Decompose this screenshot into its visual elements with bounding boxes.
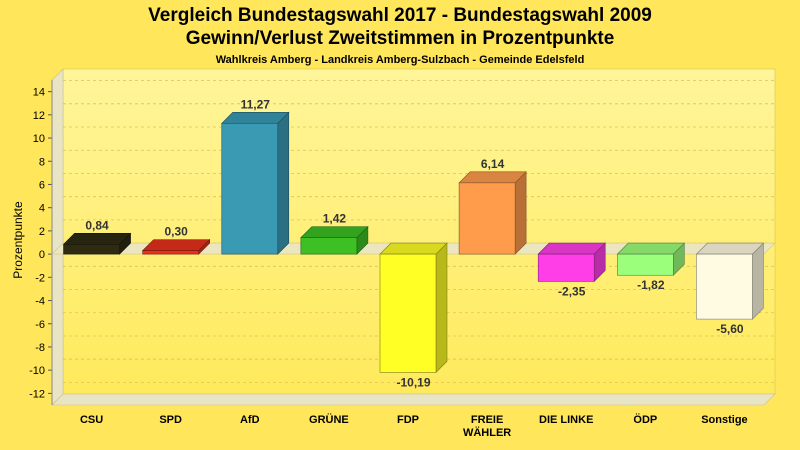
bar-front bbox=[458, 182, 516, 255]
bar-front bbox=[221, 122, 279, 255]
bar-sonstige bbox=[695, 242, 765, 320]
y-tick-label: -6 bbox=[35, 319, 45, 331]
y-tick-label: 6 bbox=[39, 179, 45, 191]
bar-top bbox=[537, 242, 606, 255]
y-tick-label: 8 bbox=[39, 156, 45, 168]
y-tick-label: 0 bbox=[39, 249, 45, 261]
bar-side bbox=[514, 171, 527, 255]
bar-front bbox=[696, 253, 753, 320]
data-label: 0,84 bbox=[85, 218, 109, 232]
chart-subtitle: Wahlkreis Amberg - Landkreis Amberg-Sulz… bbox=[215, 54, 585, 66]
bar-freie-wähler bbox=[458, 171, 527, 255]
data-label: -5,60 bbox=[716, 322, 744, 336]
data-label: -1,82 bbox=[637, 278, 665, 292]
y-tick-label: 4 bbox=[39, 203, 45, 215]
y-tick-label: 14 bbox=[33, 87, 45, 99]
bar-top bbox=[141, 239, 211, 251]
chart-title: Vergleich Bundestagswahl 2017 - Bundesta… bbox=[148, 5, 652, 26]
y-tick-label: 12 bbox=[33, 110, 45, 122]
bar-die-linke bbox=[537, 242, 606, 283]
bar-side bbox=[435, 242, 448, 374]
bar-front bbox=[63, 244, 120, 255]
bar-top bbox=[616, 242, 686, 255]
bar-front bbox=[300, 237, 358, 255]
data-label: -10,19 bbox=[396, 375, 430, 389]
x-tick-label: AfD bbox=[240, 414, 260, 426]
plot-side-wall bbox=[51, 68, 64, 406]
bar-side bbox=[752, 242, 764, 320]
bar-front bbox=[142, 250, 199, 255]
x-tick-label: GRÜNE bbox=[309, 413, 349, 426]
bar-front bbox=[617, 253, 674, 276]
y-tick-label: -8 bbox=[35, 342, 45, 354]
y-tick-label: 2 bbox=[39, 226, 45, 238]
bar-top bbox=[300, 226, 369, 238]
bar-front bbox=[537, 253, 595, 282]
x-tick-label: SPD bbox=[159, 414, 182, 426]
y-tick-label: 10 bbox=[33, 133, 45, 145]
x-tick-label: DIE LINKE bbox=[539, 414, 593, 426]
bar-grüne bbox=[300, 225, 369, 255]
y-tick-label: -12 bbox=[29, 388, 45, 400]
x-tick-label: FREIE WÄHLER bbox=[463, 414, 511, 439]
chart-title-line-2: Gewinn/Verlust Zweitstimmen in Prozentpu… bbox=[185, 28, 615, 49]
y-tick-label: -4 bbox=[35, 296, 45, 308]
data-label: 6,14 bbox=[481, 157, 505, 171]
data-label: -2,35 bbox=[558, 284, 586, 298]
x-tick-label: ÖDP bbox=[633, 413, 657, 426]
bar-front bbox=[379, 253, 437, 373]
bar-top bbox=[458, 171, 527, 184]
bar-top bbox=[379, 242, 448, 255]
data-label: 0,30 bbox=[164, 225, 188, 239]
bar-spd bbox=[141, 238, 211, 255]
bar-afd bbox=[221, 111, 290, 255]
data-label: 11,27 bbox=[241, 97, 271, 111]
y-tick-label: -2 bbox=[35, 272, 45, 284]
bar-top bbox=[695, 242, 765, 255]
bar-ödp bbox=[616, 242, 686, 276]
data-label: 1,42 bbox=[323, 212, 347, 226]
plot-floor bbox=[51, 393, 776, 406]
bar-fdp bbox=[379, 242, 448, 374]
x-tick-label: CSU bbox=[80, 414, 103, 426]
y-tick-label: -10 bbox=[29, 365, 45, 377]
bar-side bbox=[277, 111, 290, 255]
bar-top bbox=[62, 233, 132, 245]
x-tick-label: Sonstige bbox=[701, 414, 747, 426]
x-tick-label: FDP bbox=[397, 414, 419, 426]
bar-csu bbox=[62, 232, 132, 255]
bar-top bbox=[221, 111, 290, 124]
